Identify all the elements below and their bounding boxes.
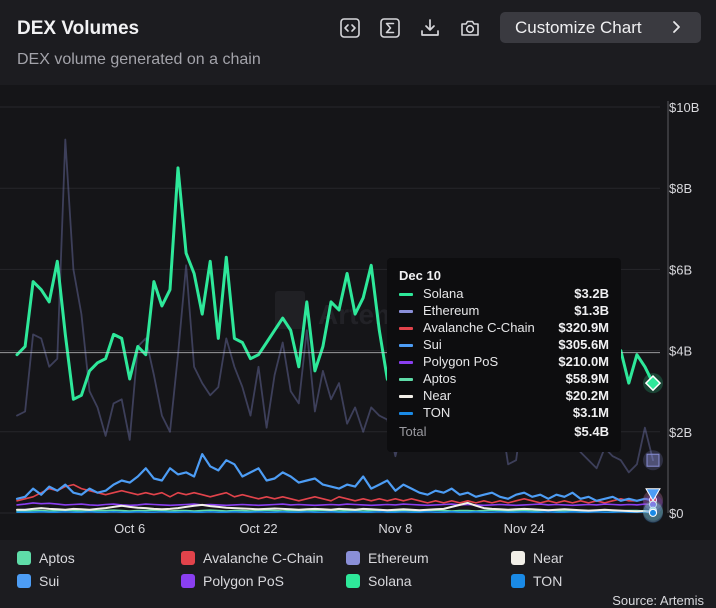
legend-item-polygon[interactable]: Polygon PoS xyxy=(181,573,284,589)
series-line-avalanche-c-chain[interactable] xyxy=(16,483,654,504)
x-tick-label: Oct 6 xyxy=(114,521,145,536)
tooltip-swatch xyxy=(399,378,413,381)
chart-title: DEX Volumes xyxy=(17,18,140,39)
legend-label: Polygon PoS xyxy=(203,573,284,589)
tooltip-series-value: $3.1M xyxy=(572,405,609,420)
tooltip-swatch xyxy=(399,344,413,347)
customize-chart-label: Customize Chart xyxy=(515,18,642,37)
hover-marker-ethereum xyxy=(646,453,660,467)
tooltip-series-value: $1.3B xyxy=(574,303,609,318)
legend-label: Avalanche C-Chain xyxy=(203,550,324,566)
tooltip-series-name: Aptos xyxy=(423,371,457,386)
tooltip-row-ton: TON $3.1M xyxy=(399,405,609,422)
tooltip-series-value: $20.2M xyxy=(565,388,609,403)
camera-icon[interactable] xyxy=(457,15,483,41)
hover-marker-solana xyxy=(644,374,662,392)
legend-item-ethereum[interactable]: Ethereum xyxy=(346,550,429,566)
legend-item-avalanche[interactable]: Avalanche C-Chain xyxy=(181,550,323,566)
chart-subtitle: DEX volume generated on a chain xyxy=(17,51,261,68)
y-tick-label: $8B xyxy=(669,181,692,196)
tooltip-row-sui: Sui $305.6M xyxy=(399,337,609,354)
chevron-right-icon xyxy=(668,19,684,40)
chart-header: DEX Volumes DEX volume generated on a ch… xyxy=(0,0,716,85)
source-credit: Source: Artemis xyxy=(612,593,704,608)
legend-label: Sui xyxy=(39,573,60,589)
legend-label: Solana xyxy=(368,573,412,589)
tooltip-swatch xyxy=(399,412,413,415)
tooltip-series-value: $3.2B xyxy=(574,286,609,301)
tooltip-swatch xyxy=(399,293,413,296)
tooltip-total-label: Total xyxy=(399,424,427,439)
legend-swatch xyxy=(181,551,195,565)
tooltip-row-avalanche: Avalanche C-Chain $320.9M xyxy=(399,320,609,337)
tooltip-swatch xyxy=(399,395,413,398)
y-tick-label: $6B xyxy=(669,262,692,277)
tooltip-swatch xyxy=(399,310,413,313)
legend-swatch xyxy=(181,574,195,588)
tooltip-series-value: $320.9M xyxy=(558,320,609,335)
legend-item-solana[interactable]: Solana xyxy=(346,573,412,589)
download-icon[interactable] xyxy=(417,15,443,41)
embed-code-icon[interactable] xyxy=(337,15,363,41)
chart-legend: Aptos Avalanche C-Chain Ethereum Near Su… xyxy=(0,540,716,607)
tooltip-row-solana: Solana $3.2B xyxy=(399,286,609,303)
series-line-near[interactable] xyxy=(16,501,654,514)
tooltip-row-ethereum: Ethereum $1.3B xyxy=(399,303,609,320)
x-tick-label: Oct 22 xyxy=(239,521,277,536)
tooltip-series-name: Ethereum xyxy=(423,303,480,318)
tooltip-row-near: Near $20.2M xyxy=(399,388,609,405)
customize-chart-button[interactable]: Customize Chart xyxy=(500,12,701,43)
tooltip-series-value: $58.9M xyxy=(565,371,609,386)
x-tick-label: Nov 24 xyxy=(504,521,545,536)
legend-item-aptos[interactable]: Aptos xyxy=(17,550,75,566)
tooltip-date: Dec 10 xyxy=(399,268,441,283)
tooltip-row-total: Total $5.4B xyxy=(399,424,609,441)
legend-item-near[interactable]: Near xyxy=(511,550,563,566)
chart-tooltip: Dec 10 Solana $3.2B Ethereum $1.3B Avala… xyxy=(387,258,621,452)
legend-swatch xyxy=(346,551,360,565)
tooltip-swatch xyxy=(399,327,413,330)
series-line-sui[interactable] xyxy=(15,453,655,502)
tooltip-series-value: $305.6M xyxy=(558,337,609,352)
sigma-icon[interactable] xyxy=(377,15,403,41)
series-line-ton[interactable] xyxy=(16,510,654,514)
legend-swatch xyxy=(511,551,525,565)
legend-label: Aptos xyxy=(39,550,75,566)
y-tick-label: $10B xyxy=(669,100,699,115)
hover-halo xyxy=(643,450,663,471)
y-tick-label: $4B xyxy=(669,344,692,359)
legend-label: Ethereum xyxy=(368,550,429,566)
legend-swatch xyxy=(511,574,525,588)
legend-item-ton[interactable]: TON xyxy=(511,573,562,589)
legend-label: Near xyxy=(533,550,564,566)
legend-swatch xyxy=(17,551,31,565)
tooltip-series-name: Avalanche C-Chain xyxy=(423,320,535,335)
tooltip-total-value: $5.4B xyxy=(574,424,609,439)
legend-swatch xyxy=(346,574,360,588)
tooltip-swatch xyxy=(399,361,413,364)
tooltip-series-value: $210.0M xyxy=(558,354,609,369)
hover-marker-sui xyxy=(645,488,661,502)
legend-swatch xyxy=(17,574,31,588)
tooltip-row-aptos: Aptos $58.9M xyxy=(399,371,609,388)
tooltip-series-name: TON xyxy=(423,405,451,420)
tooltip-series-name: Sui xyxy=(423,337,442,352)
legend-item-sui[interactable]: Sui xyxy=(17,573,59,589)
y-tick-label: $2B xyxy=(669,425,692,440)
tooltip-series-name: Near xyxy=(423,388,452,403)
legend-label: TON xyxy=(533,573,563,589)
y-tick-label: $0 xyxy=(669,506,683,521)
tooltip-series-name: Polygon PoS xyxy=(423,354,499,369)
x-tick-label: Nov 8 xyxy=(378,521,412,536)
hover-marker xyxy=(649,508,657,517)
tooltip-row-polygon: Polygon PoS $210.0M xyxy=(399,354,609,371)
tooltip-series-name: Solana xyxy=(423,286,464,301)
